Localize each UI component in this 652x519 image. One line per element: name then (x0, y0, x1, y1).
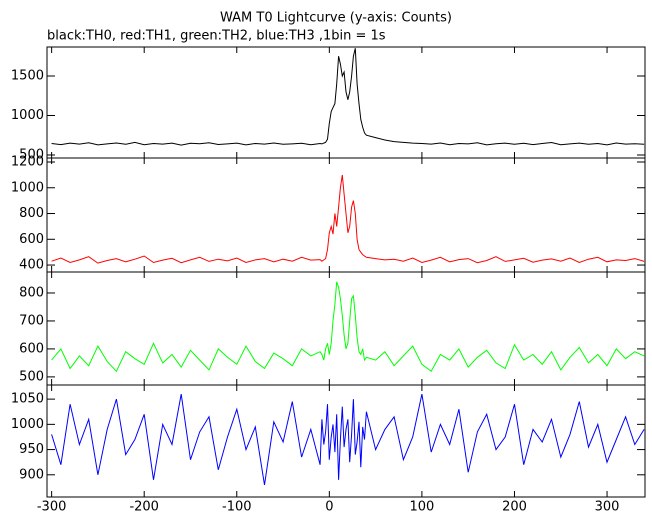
panel-frame (46, 384, 646, 498)
y-tick-label: 1500 (11, 68, 44, 83)
x-tick-label: -300 (37, 500, 67, 515)
x-tick-label: 300 (595, 500, 620, 515)
x-tick-label: 100 (409, 500, 434, 515)
lightcurve (51, 393, 645, 485)
y-tick-label: 950 (19, 442, 44, 457)
y-tick-label: 400 (19, 258, 44, 273)
panel-frame (46, 46, 646, 159)
y-tick-label: 800 (19, 285, 44, 300)
y-tick-label: 800 (19, 206, 44, 221)
lightcurve (51, 48, 645, 146)
y-tick-label: 1050 (11, 392, 44, 407)
y-tick-label: 700 (19, 313, 44, 328)
y-tick-label: 1200 (11, 154, 44, 169)
panel-frame (46, 271, 646, 386)
x-tick-label: -200 (129, 500, 159, 515)
y-tick-label: 1000 (11, 180, 44, 195)
y-tick-label: 600 (19, 232, 44, 247)
x-tick-label: -100 (222, 500, 252, 515)
x-tick-label: 0 (325, 500, 333, 515)
lightcurve (51, 281, 645, 373)
y-tick-label: 1000 (11, 417, 44, 432)
y-tick-label: 900 (19, 467, 44, 482)
y-tick-label: 1000 (11, 108, 44, 123)
y-tick-label: 500 (19, 369, 44, 384)
lightcurve (51, 174, 645, 264)
x-tick-label: 200 (502, 500, 527, 515)
chart-title: WAM T0 Lightcurve (y-axis: Counts) (220, 11, 452, 26)
chart-subtitle: black:TH0, red:TH1, green:TH2, blue:TH3 … (47, 29, 386, 44)
y-tick-label: 600 (19, 341, 44, 356)
y-tick-label: 500 (19, 147, 44, 162)
